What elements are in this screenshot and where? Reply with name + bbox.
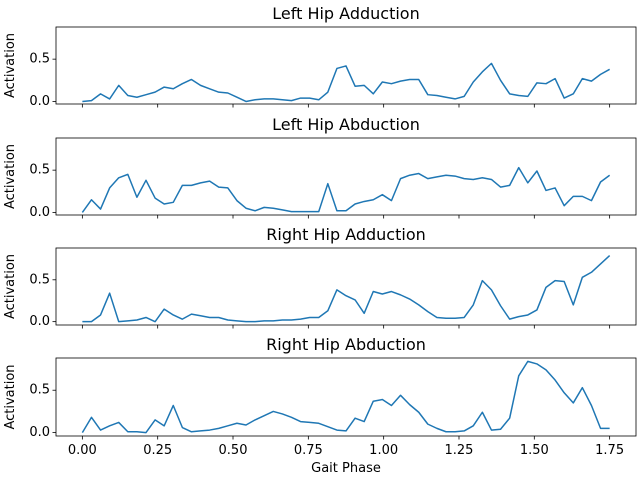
y-tick-label: 0.5 (29, 383, 50, 398)
y-tick-label: 0.5 (29, 52, 50, 67)
series-line (82, 62, 611, 103)
y-axis-label: Activation (3, 144, 18, 209)
axes-frame (55, 137, 637, 216)
x-tick-label: 1.75 (595, 443, 624, 458)
subplot-title: Right Hip Adduction (266, 225, 426, 244)
axes-frame (55, 26, 637, 105)
axes-frame (55, 357, 637, 437)
axes-frame (55, 247, 637, 326)
x-tick-label: 0.00 (68, 443, 97, 458)
series-line (82, 254, 611, 323)
subplot-2: 0.0 0.5 Left Hip Abduction Activation (3, 115, 637, 220)
y-tick-label: 0.0 (29, 314, 50, 329)
subplot-4: 0.0 0.5 0.00 0.25 0.50 0.75 1.00 1.25 1.50 1.75 Ri… (3, 335, 637, 476)
x-tick-label: 1.25 (445, 443, 474, 458)
y-axis-label: Activation (3, 364, 18, 429)
subplot-title: Right Hip Abduction (266, 335, 426, 354)
x-tick-label: 0.25 (143, 443, 172, 458)
y-axis-label: Activation (3, 254, 18, 319)
subplot-1: 0.0 0.5 Left Hip Adduction Activation (3, 4, 637, 109)
y-tick-label: 0.0 (29, 205, 50, 220)
y-tick-label: 0.5 (29, 163, 50, 178)
y-tick-label: 0.0 (29, 94, 50, 109)
series-line (81, 360, 610, 434)
subplot-title: Left Hip Adduction (272, 4, 419, 23)
x-tick-label: 1.50 (520, 443, 549, 458)
x-tick-label: 0.50 (219, 443, 248, 458)
x-tick-label: 1.00 (369, 443, 398, 458)
y-tick-label: 0.0 (29, 425, 50, 440)
series-line (81, 166, 611, 213)
x-tick-label: 0.75 (294, 443, 323, 458)
y-axis-label: Activation (3, 33, 18, 98)
subplot-title: Left Hip Abduction (272, 115, 420, 134)
x-axis-label: Gait Phase (311, 461, 381, 476)
y-tick-label: 0.5 (29, 272, 50, 287)
subplot-3: 0.0 0.5 Right Hip Adduction Activation (3, 225, 637, 329)
